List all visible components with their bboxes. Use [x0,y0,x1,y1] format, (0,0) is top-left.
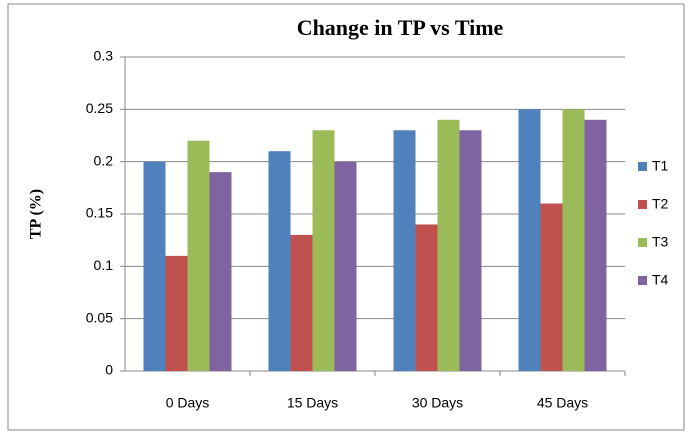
x-tick-label: 0 Days [166,395,210,411]
y-tick-label: 0.1 [94,257,114,273]
bar [393,130,416,371]
legend-swatch [638,162,647,171]
bar [562,109,585,371]
bar [165,255,188,371]
legend-label: T4 [652,272,669,288]
y-tick-label: 0.15 [86,205,113,221]
x-tick-label: 15 Days [287,395,338,411]
x-tick-label: 45 Days [537,395,588,411]
legend-label: T3 [652,234,669,250]
y-tick-label: 0.3 [94,48,114,64]
bar [540,203,563,371]
bar [334,161,357,371]
y-tick-label: 0.2 [94,152,114,168]
y-tick-label: 0.25 [86,100,113,116]
bar [312,130,335,371]
x-tick-label: 30 Days [412,395,463,411]
legend-label: T2 [652,196,669,212]
legend-swatch [638,238,647,247]
bar [584,119,607,371]
y-axis-label: TP (%) [28,189,45,239]
y-tick-label: 0 [105,362,113,378]
legend-swatch [638,200,647,209]
bar [437,119,460,371]
bar [518,109,541,371]
bar [187,140,210,371]
legend-label: T1 [652,158,669,174]
legend-swatch [638,276,647,285]
bar [209,172,232,371]
bar [415,224,438,371]
bar [268,151,291,371]
y-tick-label: 0.05 [86,309,113,325]
bar [459,130,482,371]
chart-title: Change in TP vs Time [297,15,504,40]
bar [143,161,166,371]
bar [290,234,313,371]
